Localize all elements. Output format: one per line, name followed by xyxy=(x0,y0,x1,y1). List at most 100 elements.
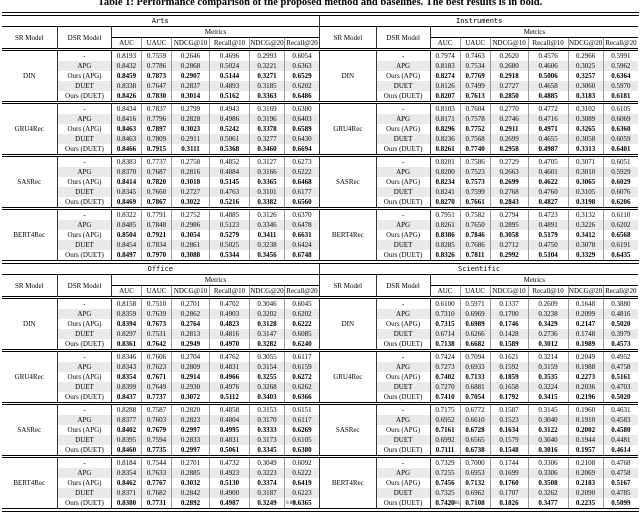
metric-value: 0.6266 xyxy=(460,329,491,339)
metric-value: 0.1707 xyxy=(490,488,529,498)
metric-value: 0.4987 xyxy=(209,498,250,508)
dsr-model-label: Ours (APG) xyxy=(376,71,431,81)
metric-value: 0.5216 xyxy=(209,197,250,209)
metric-value: 0.6430 xyxy=(284,134,320,144)
metric-value: 0.7559 xyxy=(141,49,172,61)
dsr-model-label: DUET xyxy=(376,81,431,91)
metric-value: 0.3378 xyxy=(249,124,285,134)
dsr-model-label: - xyxy=(376,297,431,309)
table-row: Ours (DUET) 0.8497 0.7970 0.3088 0.5344 0.345… xyxy=(2,250,320,260)
metric-value: 0.8288 xyxy=(111,403,142,415)
metric-value: 0.7897 xyxy=(141,124,172,134)
metric-value: 0.8414 xyxy=(111,177,142,187)
dsr-model-label: Ours (DUET) xyxy=(376,445,431,457)
metric-column-header: Recall@10 xyxy=(528,37,569,50)
metric-value: 0.7094 xyxy=(460,350,491,362)
metric-value: 0.4816 xyxy=(603,309,639,319)
table-row: SASRec -0.7175 0.6772 0.1587 0.3145 0.1960 0.4… xyxy=(320,403,638,457)
metric-value: 0.3173 xyxy=(249,435,285,445)
metric-value: 0.3880 xyxy=(611,300,631,308)
metric-value: 0.7310 xyxy=(430,309,461,319)
metric-value: 0.7650 xyxy=(460,220,491,230)
metric-value: 0.6191 xyxy=(603,240,639,250)
table-row: Ours (DUET) 0.8469 0.7867 0.3022 0.5216 0.338… xyxy=(2,197,320,209)
table-row: DUET 0.7270 0.6881 0.1658 0.3224 0.2036 0.4703 xyxy=(320,382,639,392)
metric-value: 0.4966 xyxy=(209,372,250,382)
metric-column-header: AUC xyxy=(111,285,142,298)
metric-value: 0.3111 xyxy=(171,144,210,156)
table-row: Ours (DUET) 0.8380 0.7731 0.2892 0.4987 0.324… xyxy=(2,498,320,508)
dsr-model-label: APG xyxy=(57,220,112,230)
metric-value: 0.8394 xyxy=(111,319,142,329)
cutoff-figure-label-left: 0.89, xyxy=(286,501,296,506)
table-row: APG 0.8200 0.7523 0.2663 0.4601 0.3010 0.5929 xyxy=(320,167,639,177)
metric-value: 0.3271 xyxy=(249,71,285,81)
metric-value: 0.8296 xyxy=(430,124,461,134)
dsr-model-label: Ours (APG) xyxy=(376,372,431,382)
metric-value: 0.8459 xyxy=(111,71,142,81)
metric-value: 0.7731 xyxy=(141,498,172,508)
metric-value: 0.6989 xyxy=(460,319,491,329)
metric-value: 0.8285 xyxy=(430,240,461,250)
metric-value: 0.6105 xyxy=(284,435,320,445)
metric-value: 0.4785 xyxy=(603,488,639,498)
metric-value: 0.7809 xyxy=(141,134,172,144)
metric-value: 0.5279 xyxy=(209,230,250,240)
metric-value: 0.1621 xyxy=(490,350,529,362)
dsr-model-label: Ours (DUET) xyxy=(57,197,112,209)
metric-value: 0.3101 xyxy=(249,187,285,197)
table-row: Ours (APG) 0.8402 0.7679 0.2997 0.4995 0.3333… xyxy=(2,425,320,435)
metric-value: 0.2816 xyxy=(171,167,210,177)
metric-value: 0.7161 xyxy=(430,425,461,435)
metric-value: 0.6401 xyxy=(611,145,631,153)
metric-value: 0.3060 xyxy=(568,81,604,91)
quadrant-table: Instruments SR Model DSR Model Metrics AUC UA… xyxy=(320,16,639,260)
metric-value: 0.3221 xyxy=(249,61,285,71)
metric-value: 0.3363 xyxy=(249,91,285,103)
metric-value: 0.7737 xyxy=(141,392,172,404)
table-row: Ours (APG) 0.8274 0.7769 0.2918 0.5006 0.3257… xyxy=(320,71,638,81)
metric-value: 0.2758 xyxy=(171,155,210,167)
table-row: DUET 0.7325 0.6962 0.1707 0.3262 0.2090 0.4785 xyxy=(320,488,639,498)
metric-column-header: NDCG@10 xyxy=(490,37,529,50)
metric-value: 0.6435 xyxy=(611,251,631,259)
dsr-model-label: APG xyxy=(376,220,431,230)
metric-columns-row: AUC UAUC NDCG@10 Recall@10 NDCG@20 Recall@20 xyxy=(320,37,638,50)
quadrant-header: Instruments SR Model DSR Model Metrics AUC UA… xyxy=(320,16,639,50)
dsr-model-label: APG xyxy=(57,415,112,425)
table-row: DUET 0.8126 0.7499 0.2727 0.4658 0.3060 0.5970 xyxy=(320,81,639,91)
metric-value: 0.2108 xyxy=(568,456,604,468)
metric-value: 0.7594 xyxy=(141,435,172,445)
metric-value: 0.6269 xyxy=(292,426,312,434)
metric-value: 0.8261 xyxy=(430,144,461,156)
metric-value: 0.8207 xyxy=(430,91,461,103)
metric-value: 0.1960 xyxy=(568,403,604,415)
metric-value: 0.6222 xyxy=(284,468,320,478)
metric-value: 0.8399 xyxy=(111,382,142,392)
metric-value: 0.2868 xyxy=(171,61,210,71)
metric-value: 0.8326 xyxy=(430,250,461,260)
dsr-model-label: Ours (APG) xyxy=(57,124,112,134)
metric-value: 0.2966 xyxy=(568,49,604,61)
metric-value: 0.1592 xyxy=(490,362,529,372)
metric-value: 0.2620 xyxy=(490,49,529,61)
quadrant-title: Instruments xyxy=(320,16,639,27)
metric-value: 0.6366 xyxy=(292,393,312,401)
metric-value: 0.4903 xyxy=(209,309,250,319)
metrics-header: Metrics xyxy=(111,274,320,286)
quadrant-title: Office xyxy=(1,264,320,275)
metric-value: 0.7687 xyxy=(141,167,172,177)
metric-value: 0.7325 xyxy=(430,488,461,498)
dsr-model-label: DUET xyxy=(57,435,112,445)
metric-value: 0.6117 xyxy=(292,353,312,361)
metric-value: 0.6202 xyxy=(284,81,320,91)
metric-value: 0.7270 xyxy=(430,382,461,392)
table-row: APG 0.8343 0.7623 0.2809 0.4831 0.3154 0.6159 xyxy=(2,362,320,372)
metric-value: 0.3345 xyxy=(249,445,285,457)
metric-value: 0.1792 xyxy=(490,392,529,404)
metric-value: 0.4831 xyxy=(209,362,250,372)
metric-value: 0.2699 xyxy=(490,134,529,144)
metric-value: 0.7649 xyxy=(141,382,172,392)
metric-value: 0.7834 xyxy=(141,240,172,250)
dsr-model-label: Ours (APG) xyxy=(57,478,112,488)
